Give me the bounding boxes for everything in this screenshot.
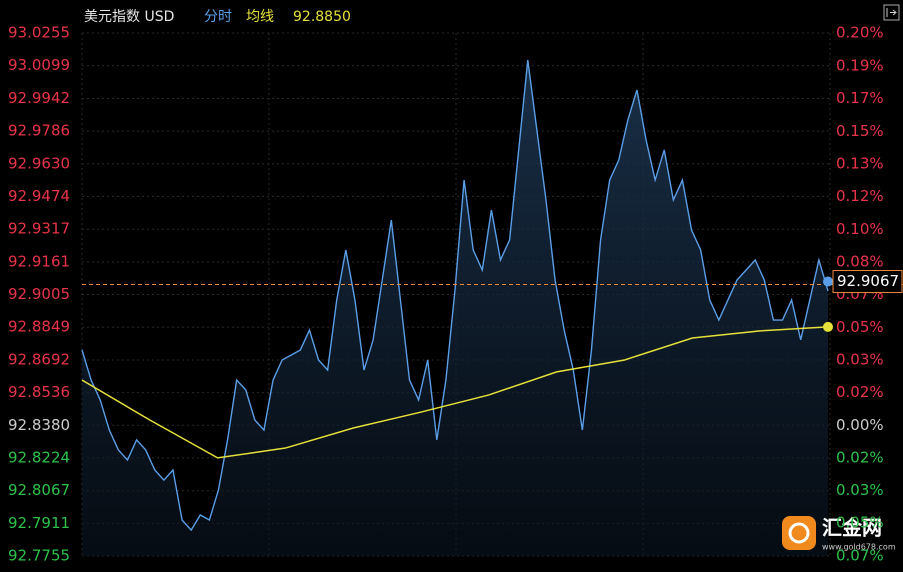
legend-entry: 分时 [204,9,232,25]
y2-tick-label: 0.02% [836,383,884,401]
y-tick-label: 92.9317 [8,220,70,238]
series-line [81,59,829,532]
y2-tick-label: 0.17% [836,89,884,107]
y-tick-label: 93.0255 [8,24,70,42]
y-tick-label: 92.7911 [8,514,70,532]
series-line [81,326,829,459]
y2-tick-label: 0.07% [836,547,884,565]
y-tick-label: 92.9630 [8,154,70,172]
y2-tick-label: 0.08% [836,253,884,271]
legend-entry: 均线 [246,9,274,25]
last-price-dot [823,276,833,287]
watermark-text: 汇金网 [822,516,882,540]
y-tick-label: 92.9005 [8,285,70,303]
y2-tick-label: 0.03% [836,481,884,499]
y-tick-label: 92.9942 [8,89,70,107]
icon-arrow[interactable] [886,8,897,17]
price-box [832,270,903,294]
watermark-url: www.gold678.com [822,543,896,552]
y2-tick-label: 0.13% [836,154,884,172]
y-tick-label: 93.0099 [8,56,70,74]
plot-area [81,32,831,557]
y2-tick-label: 0.00% [836,416,884,434]
y-tick-label: 92.8380 [8,416,70,434]
y2-tick-label: 0.02% [836,448,884,466]
y2-tick-label: 0.05% [836,318,884,336]
y2-tick-label: 0.05% [836,514,884,532]
watermark: 汇金网 www.gold678.com [782,516,896,552]
y-tick-label: 92.9786 [8,122,70,140]
average-dot [823,321,833,332]
logo-mark [788,522,810,544]
y-tick-label: 92.8849 [8,318,70,336]
logo [782,516,816,550]
y-tick-label: 92.9474 [8,187,70,205]
y2-tick-label: 0.15% [836,122,884,140]
y2-tick-label: 0.10% [836,220,884,238]
y2-tick-label: 0.20% [836,24,884,42]
expand-icon[interactable] [883,4,900,21]
y2-tick-label: 0.19% [836,56,884,74]
y2-tick-label: 0.03% [836,351,884,369]
chart-title: 美元指数 USD [84,9,174,25]
y-tick-label: 92.8692 [8,350,70,368]
y2-tick-label: 0.12% [836,187,884,205]
icon-frame[interactable] [883,4,900,21]
average-value: 92.8850 [293,9,351,25]
y-tick-label: 92.9161 [8,252,70,270]
last-price-label: 92.9067 [837,272,899,290]
area [82,59,828,556]
y-tick-label: 92.8224 [8,448,70,466]
y-tick-label: 92.8536 [8,383,70,401]
y-tick-label: 92.8067 [8,481,70,499]
y-tick-label: 92.7755 [8,547,70,565]
